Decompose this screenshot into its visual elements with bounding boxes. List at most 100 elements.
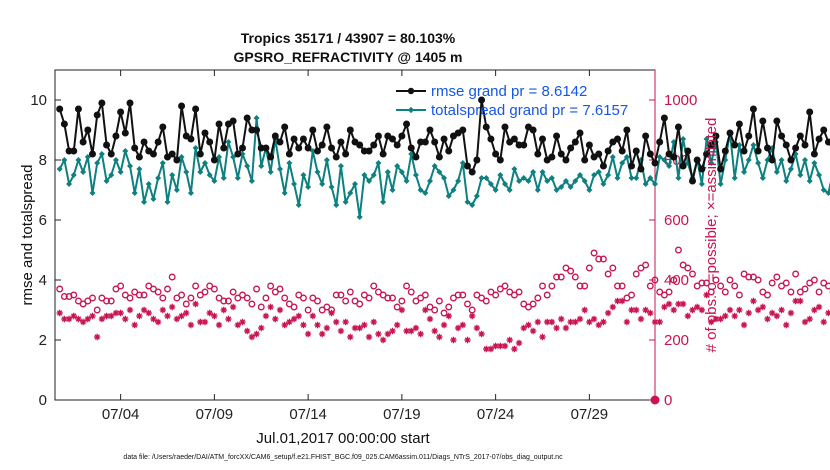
rmse-point	[79, 138, 87, 146]
assimilated-point	[675, 300, 682, 308]
assimilated-point	[689, 306, 696, 314]
possible-point	[445, 303, 453, 311]
possible-point	[318, 306, 326, 314]
possible-point	[215, 294, 223, 302]
totalspread-point	[403, 178, 410, 184]
assimilated-point	[600, 318, 607, 326]
possible-point	[435, 297, 443, 305]
rmse-point	[267, 153, 275, 161]
rmse-point	[468, 168, 476, 176]
possible-point	[754, 276, 762, 284]
rmse-point	[642, 132, 650, 140]
possible-point	[749, 273, 757, 281]
possible-point	[740, 270, 748, 278]
rmse-point	[660, 114, 668, 122]
assimilated-point	[370, 318, 377, 326]
possible-point	[454, 291, 462, 299]
assimilated-point	[145, 309, 152, 317]
assimilated-point	[656, 318, 663, 326]
plot-area	[54, 69, 656, 401]
totalspread-point	[773, 169, 780, 175]
rmse-point	[201, 129, 209, 137]
rmse-point	[703, 150, 711, 158]
possible-point	[501, 282, 509, 290]
assimilated-point	[150, 315, 157, 323]
y-tick-label-left: 0	[39, 392, 47, 409]
possible-point	[299, 294, 307, 302]
possible-point	[140, 291, 148, 299]
assimilated-point	[529, 327, 537, 335]
assimilated-point	[487, 345, 495, 353]
assimilated-point	[183, 309, 190, 317]
assimilated-point	[783, 321, 790, 329]
totalspread-point	[647, 175, 654, 181]
totalspread-point	[417, 187, 424, 193]
rmse-point	[773, 117, 781, 125]
totalspread-point	[239, 151, 246, 157]
possible-point	[257, 303, 265, 311]
totalspread-point	[103, 178, 110, 184]
assimilated-point	[534, 318, 542, 326]
assimilated-point	[764, 315, 771, 323]
rmse-point	[407, 144, 415, 152]
totalspread-point	[605, 172, 612, 178]
assimilated-point	[642, 306, 649, 314]
totalspread-point	[797, 172, 804, 178]
totalspread-point	[342, 199, 349, 205]
assimilated-point	[665, 300, 673, 308]
totalspread-point	[178, 154, 185, 160]
rmse-point	[567, 144, 575, 152]
assimilated-point	[637, 315, 645, 323]
rmse-point	[473, 156, 481, 164]
assimilated-point	[215, 321, 223, 329]
assimilated-point	[365, 333, 373, 341]
possible-point	[168, 273, 176, 281]
rmse-point	[604, 147, 612, 155]
totalspread-point	[117, 169, 124, 175]
totalspread-point	[642, 181, 649, 187]
rmse-point	[581, 156, 589, 164]
totalspread-point	[820, 187, 827, 193]
assimilated-point	[708, 318, 715, 326]
rmse-point	[501, 123, 509, 131]
rmse-point	[539, 135, 546, 143]
totalspread-point	[389, 187, 396, 193]
possible-point	[393, 303, 401, 311]
totalspread-point	[558, 184, 565, 190]
assimilated-point	[740, 321, 748, 329]
rmse-point	[585, 141, 593, 149]
assimilated-point	[454, 324, 462, 332]
possible-point	[154, 288, 162, 296]
possible-point	[567, 267, 575, 275]
possible-point	[759, 288, 767, 296]
totalspread-point	[623, 154, 630, 160]
rmse-point	[571, 138, 579, 146]
possible-point	[684, 264, 692, 272]
totalspread-point	[127, 163, 133, 169]
assimilated-point	[497, 342, 504, 350]
totalspread-point	[614, 175, 621, 181]
rmse-point	[370, 141, 378, 149]
possible-point	[506, 288, 514, 296]
assimilated-point	[590, 315, 598, 323]
assimilated-point	[787, 309, 795, 317]
totalspread-point	[544, 178, 551, 184]
rmse-point	[239, 144, 246, 152]
totalspread-point	[248, 178, 255, 184]
possible-point	[159, 294, 167, 302]
rmse-point	[628, 162, 636, 170]
assimilated-point	[112, 309, 120, 317]
assimilated-point	[295, 312, 302, 320]
rmse-point	[478, 96, 486, 104]
possible-point	[239, 291, 246, 299]
assimilated-point	[206, 309, 213, 317]
assimilated-point	[384, 330, 392, 338]
assimilated-point	[122, 315, 129, 323]
possible-point	[796, 288, 804, 296]
assimilated-point	[478, 330, 485, 338]
totalspread-point	[314, 169, 321, 175]
possible-point	[201, 288, 209, 296]
assimilated-point	[698, 306, 706, 314]
rmse-point	[56, 105, 64, 113]
rmse-point	[215, 120, 223, 128]
